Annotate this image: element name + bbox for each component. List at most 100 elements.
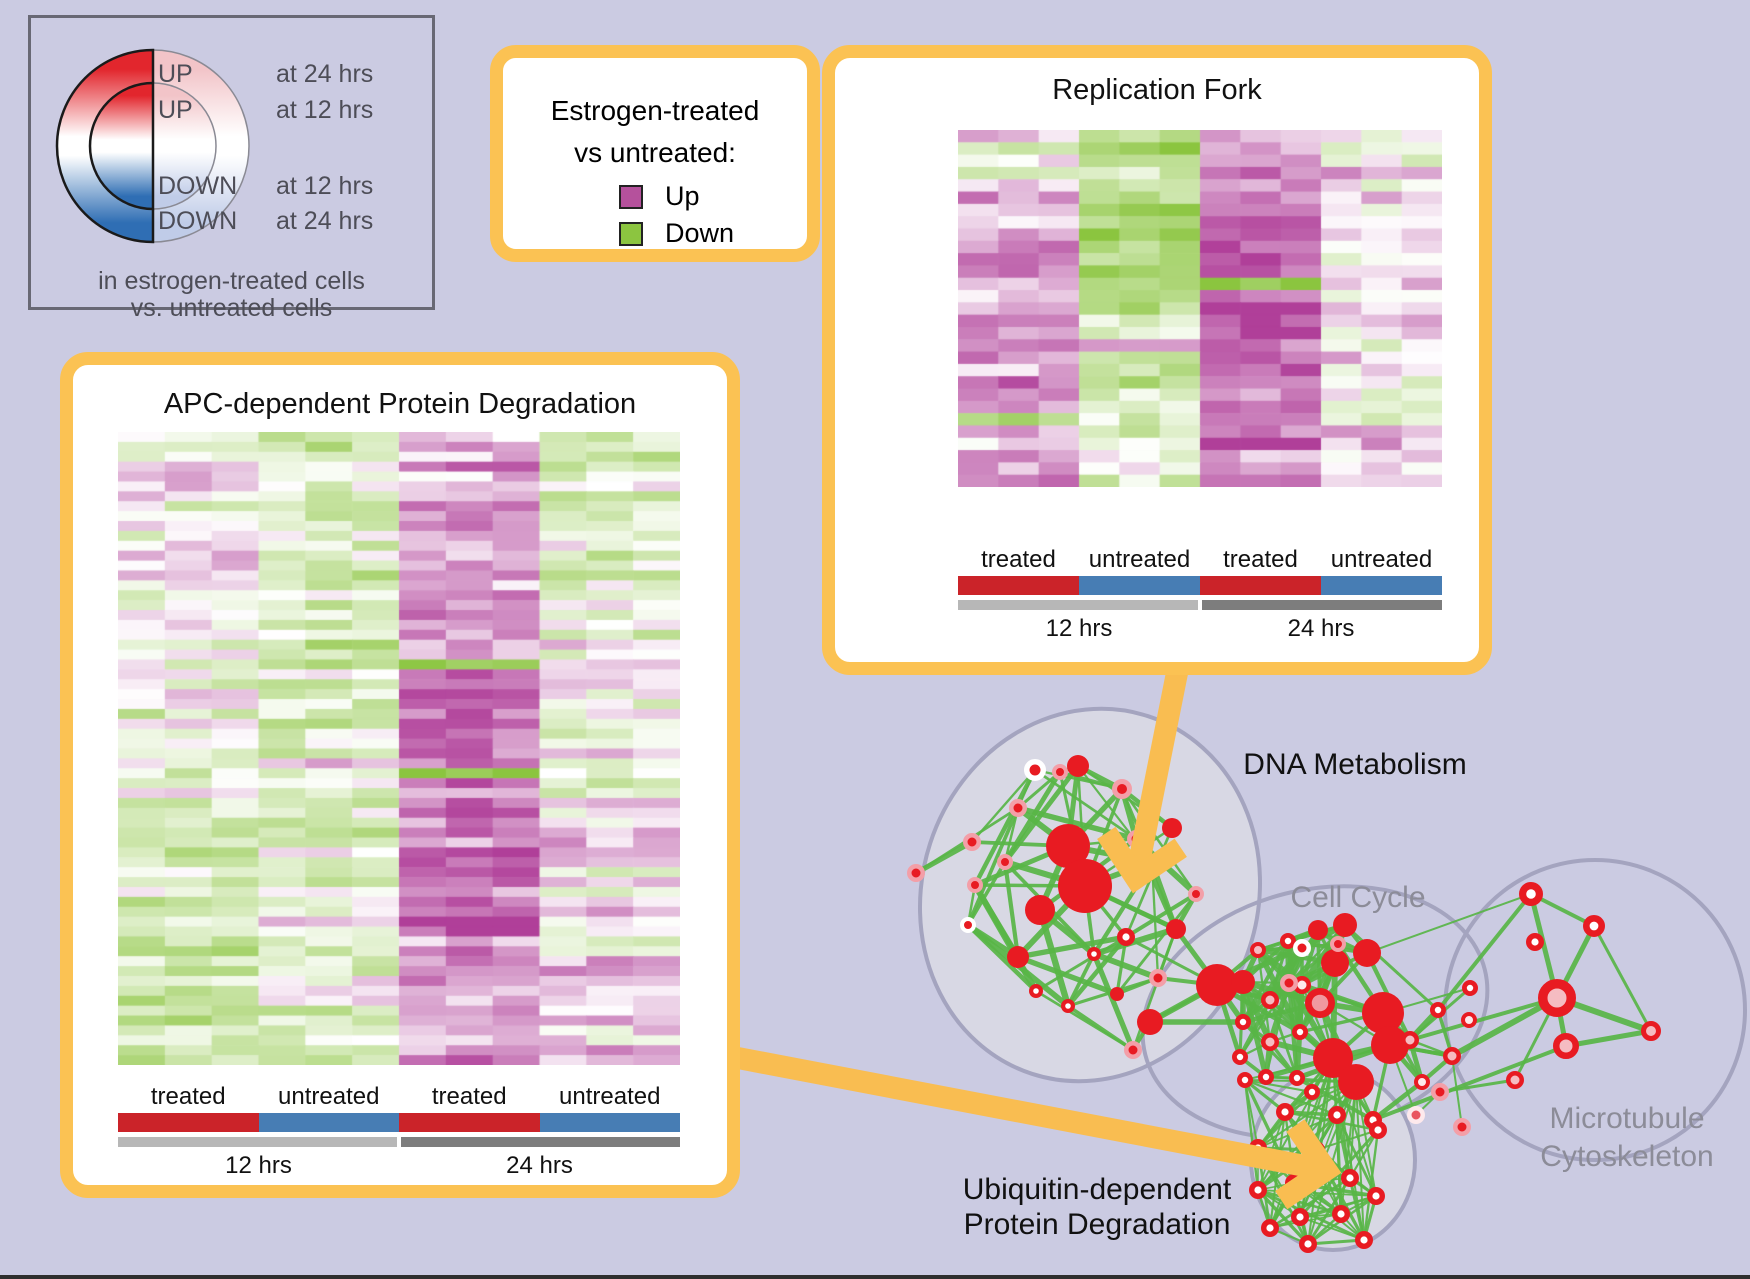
- network-node: [1368, 1120, 1387, 1139]
- network-node: [1641, 1021, 1661, 1041]
- network-edge: [1035, 989, 1134, 1052]
- network-node: [1067, 755, 1089, 777]
- network-node: [1583, 914, 1606, 937]
- network-edge: [1017, 954, 1118, 997]
- replication-fork-panel-title: Replication Fork: [1052, 74, 1262, 106]
- network-edge: [1355, 1081, 1365, 1241]
- network-node: [1289, 1070, 1306, 1087]
- up-color-swatch: [619, 184, 643, 209]
- network-node: [1321, 949, 1349, 977]
- network-node: [1260, 1218, 1279, 1237]
- network-node: [1308, 920, 1328, 940]
- network-node: [1188, 886, 1204, 902]
- panel-arrow-head-1: [1275, 1119, 1342, 1210]
- network-edge: [1016, 770, 1062, 810]
- network-node: [1166, 919, 1186, 939]
- network-node: [907, 864, 925, 882]
- ring-legend-direction-3: DOWN: [158, 207, 238, 235]
- network-edge: [1017, 934, 1127, 960]
- network-edge: [1239, 982, 1290, 1058]
- ring-legend-time-1: at 12 hrs: [276, 96, 374, 124]
- network-edge: [1332, 1057, 1342, 1215]
- rf-time-label-0: 12 hrs: [1045, 615, 1113, 642]
- network-node: [1298, 1234, 1317, 1253]
- network-node: [1407, 1106, 1425, 1124]
- network-edge: [1059, 770, 1123, 791]
- cluster-label-2: Microtubule: [1549, 1102, 1704, 1135]
- network-node: [1293, 939, 1311, 957]
- network-edge: [1450, 995, 1559, 1059]
- network-node: [967, 877, 983, 893]
- network-edge: [1362, 1129, 1380, 1241]
- network-node: [1250, 942, 1266, 958]
- network-node: [1330, 936, 1346, 952]
- apc-12hrs-bar: [118, 1137, 397, 1147]
- apc-24hrs-bar: [401, 1137, 680, 1147]
- network-node: [1261, 991, 1279, 1009]
- network-node: [1353, 939, 1381, 967]
- network-edge: [1299, 1081, 1357, 1218]
- panel-arrow-shaft-0: [1127, 655, 1191, 871]
- network-node: [1304, 1084, 1321, 1101]
- network-node: [1462, 980, 1479, 997]
- replication-fork-heatmap-canvas: [958, 130, 1442, 487]
- network-node: [1046, 824, 1090, 868]
- network-edge: [1592, 925, 1653, 1032]
- network-node: [1110, 987, 1124, 1001]
- cluster-label-3: Cytoskeleton: [1540, 1140, 1713, 1173]
- legend-title-line1: Estrogen-treated: [550, 95, 760, 126]
- legend-item-up: Up: [619, 181, 700, 212]
- apc-cond-label-2: treated: [431, 1083, 507, 1110]
- network-node: [1231, 970, 1255, 994]
- rf-treated-bar-2: [1200, 576, 1321, 595]
- network-node: [963, 833, 981, 851]
- network-edge: [1256, 1188, 1310, 1246]
- network-node: [1366, 1186, 1385, 1205]
- network-edge: [1372, 1044, 1567, 1122]
- rf-untreated-bar-3: [1321, 576, 1442, 595]
- network-edge: [966, 861, 1007, 926]
- network-node: [1024, 759, 1046, 781]
- network-node: [1313, 1038, 1353, 1078]
- ring-legend-time-2: at 12 hrs: [276, 172, 374, 200]
- network-node: [1116, 928, 1135, 947]
- rf-treated-bar-0: [958, 576, 1079, 595]
- network-edge: [966, 807, 1020, 926]
- network-node: [1280, 974, 1298, 992]
- network-node: [1518, 881, 1543, 906]
- network-edge: [1288, 924, 1346, 984]
- apc-time-label-1: 24 hrs: [506, 1152, 573, 1179]
- network-edge: [966, 923, 1038, 993]
- network-node: [1506, 1071, 1524, 1089]
- network-node: [1362, 992, 1404, 1034]
- rf-time-label-1: 24 hrs: [1287, 615, 1355, 642]
- network-node: [1292, 1024, 1309, 1041]
- cluster-label-5: Protein Degradation: [964, 1208, 1231, 1241]
- network-node: [1162, 818, 1182, 838]
- network-node: [1280, 933, 1297, 950]
- network-edge: [1349, 1129, 1379, 1179]
- network-node: [1149, 969, 1167, 987]
- network-edge: [1355, 1081, 1377, 1197]
- rf-cond-label-1: untreated: [1088, 546, 1191, 573]
- network-node: [1248, 1180, 1267, 1199]
- inner-disc-left-half: [88, 81, 155, 211]
- network-node: [1354, 1230, 1373, 1249]
- network-node: [1461, 1012, 1477, 1028]
- network-edge: [1366, 893, 1532, 954]
- rf-cond-label-2: treated: [1223, 546, 1298, 573]
- network-node: [1124, 1041, 1142, 1059]
- updown-ring-diagram: [55, 48, 250, 244]
- cluster-label-4: Ubiquitin-dependent: [963, 1173, 1232, 1206]
- network-edge: [1340, 1081, 1357, 1215]
- apc-treated-bar-0: [118, 1113, 259, 1132]
- network-edge: [1371, 1080, 1424, 1122]
- network-node: [1137, 1009, 1163, 1035]
- network-node: [1258, 1069, 1275, 1086]
- cluster-label-1: Cell Cycle: [1290, 881, 1425, 914]
- network-edge: [1115, 893, 1198, 995]
- apc-cond-label-1: untreated: [278, 1083, 380, 1110]
- network-node: [1060, 998, 1075, 1013]
- network-edge: [1436, 892, 1533, 1012]
